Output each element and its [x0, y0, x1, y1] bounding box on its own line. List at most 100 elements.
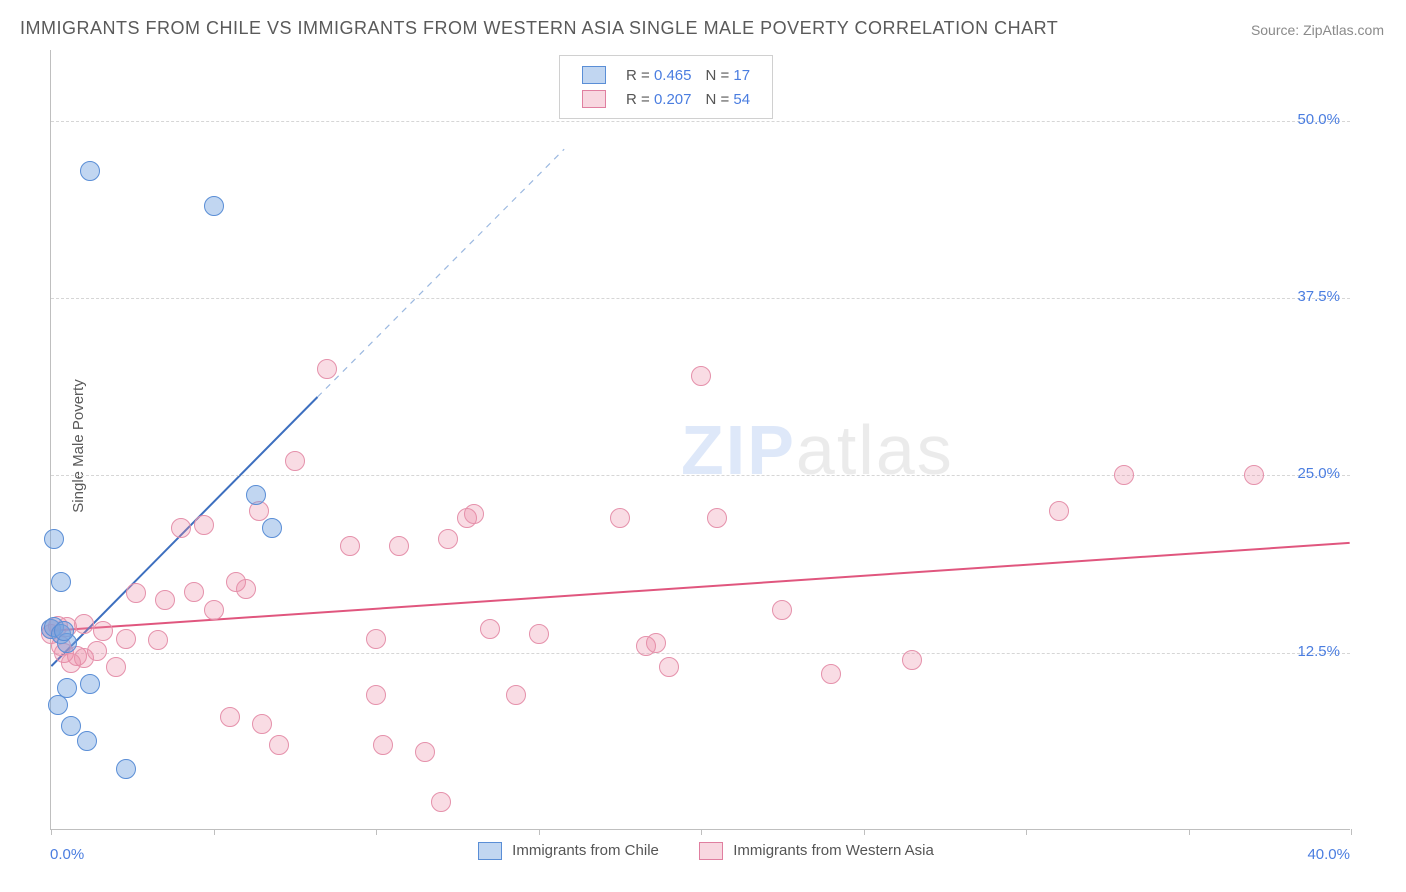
legend-item-wasia: Immigrants from Western Asia — [699, 842, 934, 860]
r-label: R = — [626, 67, 650, 84]
trend-line — [317, 149, 564, 397]
wasia-point — [194, 515, 214, 535]
wasia-point — [506, 685, 526, 705]
gridline — [51, 475, 1350, 476]
x-tick — [1351, 829, 1352, 835]
wasia-point — [480, 619, 500, 639]
wasia-point — [1114, 465, 1134, 485]
y-tick-label: 25.0% — [1297, 465, 1340, 482]
watermark-atlas: atlas — [796, 411, 954, 489]
chile-point — [48, 695, 68, 715]
x-tick — [376, 829, 377, 835]
gridline — [51, 653, 1350, 654]
wasia-point — [1049, 501, 1069, 521]
x-tick — [1026, 829, 1027, 835]
n-label: N = — [705, 67, 729, 84]
watermark: ZIPatlas — [681, 410, 954, 490]
stats-row-chile: R = 0.465 N = 17 — [576, 64, 756, 86]
chile-point — [246, 485, 266, 505]
x-max-label: 40.0% — [1307, 846, 1350, 863]
x-tick — [864, 829, 865, 835]
wasia-point — [236, 579, 256, 599]
x-tick — [51, 829, 52, 835]
wasia-point — [148, 630, 168, 650]
wasia-swatch-icon — [699, 842, 723, 860]
wasia-point — [691, 366, 711, 386]
wasia-point — [184, 582, 204, 602]
wasia-point — [389, 536, 409, 556]
gridline — [51, 298, 1350, 299]
wasia-point — [366, 629, 386, 649]
wasia-n-value: 54 — [733, 91, 750, 108]
chile-point — [61, 716, 81, 736]
chile-point — [44, 529, 64, 549]
wasia-point — [659, 657, 679, 677]
chile-point — [80, 674, 100, 694]
wasia-point — [610, 508, 630, 528]
chile-point — [116, 759, 136, 779]
wasia-point — [126, 583, 146, 603]
wasia-r-value: 0.207 — [654, 91, 692, 108]
wasia-point — [285, 451, 305, 471]
stats-legend: R = 0.465 N = 17 R = 0.207 N = 54 — [559, 55, 773, 119]
wasia-point — [317, 359, 337, 379]
chile-swatch-icon — [582, 66, 606, 84]
wasia-point — [269, 735, 289, 755]
trend-lines-svg — [51, 50, 1350, 829]
y-tick-label: 37.5% — [1297, 288, 1340, 305]
stats-row-wasia: R = 0.207 N = 54 — [576, 88, 756, 110]
gridline — [51, 121, 1350, 122]
wasia-point — [772, 600, 792, 620]
wasia-point — [155, 590, 175, 610]
chile-series-label: Immigrants from Chile — [512, 842, 659, 859]
series-legend: Immigrants from Chile Immigrants from We… — [460, 842, 952, 860]
chart-source: Source: ZipAtlas.com — [1251, 22, 1384, 38]
wasia-point — [74, 614, 94, 634]
n-label: N = — [705, 91, 729, 108]
wasia-point — [106, 657, 126, 677]
chile-n-value: 17 — [733, 67, 750, 84]
chile-point — [51, 572, 71, 592]
chile-point — [80, 161, 100, 181]
chile-point — [262, 518, 282, 538]
wasia-point — [373, 735, 393, 755]
wasia-point — [340, 536, 360, 556]
wasia-point — [204, 600, 224, 620]
wasia-point — [707, 508, 727, 528]
wasia-point — [415, 742, 435, 762]
chart-title: IMMIGRANTS FROM CHILE VS IMMIGRANTS FROM… — [20, 18, 1058, 39]
wasia-point — [464, 504, 484, 524]
y-tick-label: 12.5% — [1297, 643, 1340, 660]
wasia-point — [902, 650, 922, 670]
r-label: R = — [626, 91, 650, 108]
wasia-point — [366, 685, 386, 705]
wasia-point — [116, 629, 136, 649]
y-tick-label: 50.0% — [1297, 111, 1340, 128]
wasia-point — [61, 653, 81, 673]
scatter-plot: ZIPatlas R = 0.465 N = 17 R = 0.207 N = … — [50, 50, 1350, 830]
wasia-point — [529, 624, 549, 644]
wasia-point — [171, 518, 191, 538]
wasia-swatch-icon — [582, 90, 606, 108]
chile-swatch-icon — [478, 842, 502, 860]
chile-r-value: 0.465 — [654, 67, 692, 84]
x-tick — [214, 829, 215, 835]
wasia-point — [646, 633, 666, 653]
wasia-point — [438, 529, 458, 549]
wasia-point — [252, 714, 272, 734]
wasia-series-label: Immigrants from Western Asia — [733, 842, 934, 859]
x-tick — [701, 829, 702, 835]
chile-point — [77, 731, 97, 751]
wasia-point — [431, 792, 451, 812]
legend-item-chile: Immigrants from Chile — [478, 842, 659, 860]
wasia-point — [1244, 465, 1264, 485]
chile-point — [54, 621, 74, 641]
watermark-zip: ZIP — [681, 411, 796, 489]
wasia-point — [93, 621, 113, 641]
wasia-point — [220, 707, 240, 727]
x-tick — [539, 829, 540, 835]
chile-point — [204, 196, 224, 216]
x-tick — [1189, 829, 1190, 835]
x-min-label: 0.0% — [50, 846, 84, 863]
wasia-point — [821, 664, 841, 684]
